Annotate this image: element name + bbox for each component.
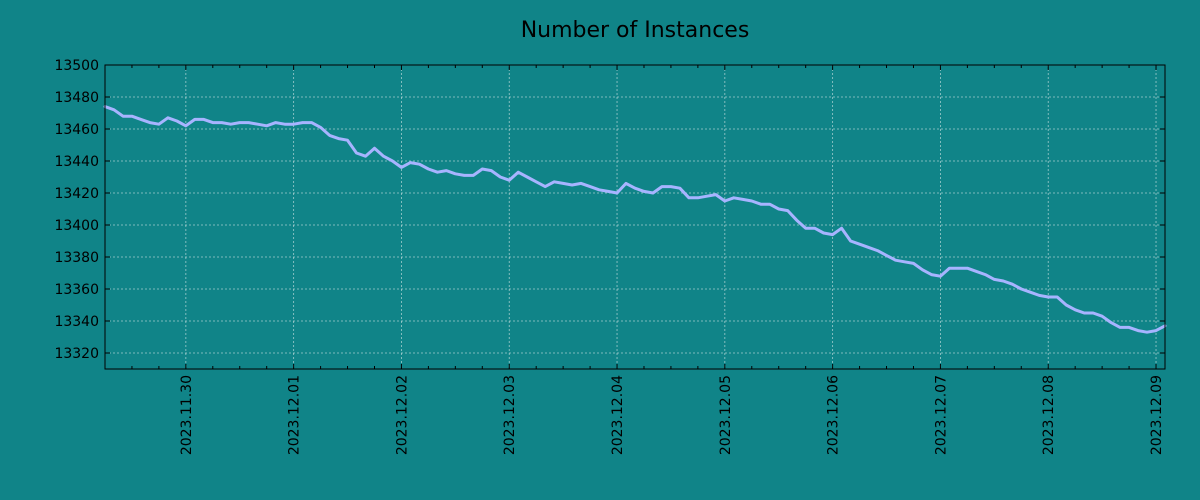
- y-tick-label: 13380: [54, 250, 99, 266]
- y-tick-label: 13360: [54, 282, 99, 298]
- y-tick-label: 13460: [54, 122, 99, 138]
- x-tick-label: 2023.12.02: [394, 375, 410, 455]
- y-axis: 13320 13340 13360 13380 13400 13420 13440 13460…: [54, 58, 1165, 362]
- x-tick-label: 2023.12.03: [502, 375, 518, 455]
- series-layer: [103, 105, 1167, 334]
- y-tick-label: 13340: [54, 314, 99, 330]
- series-line-0: [103, 105, 1167, 334]
- x-tick-label: 2023.12.07: [933, 375, 949, 455]
- x-tick-label: 2023.11.30: [179, 375, 195, 455]
- x-tick-label: 2023.12.05: [718, 375, 734, 455]
- x-tick-label: 2023.12.04: [610, 375, 626, 455]
- grid: [105, 65, 1165, 369]
- chart-title: Number of Instances: [521, 18, 750, 43]
- y-tick-label: 13420: [54, 186, 99, 202]
- y-tick-label: 13440: [54, 154, 99, 170]
- plot-frame: [104, 64, 1166, 370]
- x-tick-label: 2023.12.09: [1149, 375, 1165, 455]
- x-axis: 2023.11.30 2023.12.01 2023.12.02 2023.12.03…: [104, 65, 1165, 455]
- y-tick-label: 13480: [54, 90, 99, 106]
- y-tick-label: 13500: [54, 58, 99, 74]
- x-tick-label: 2023.12.08: [1041, 375, 1057, 455]
- y-tick-label: 13400: [54, 218, 99, 234]
- x-tick-label: 2023.12.06: [826, 375, 842, 455]
- y-tick-label: 13320: [54, 346, 99, 362]
- x-tick-label: 2023.12.01: [287, 375, 303, 455]
